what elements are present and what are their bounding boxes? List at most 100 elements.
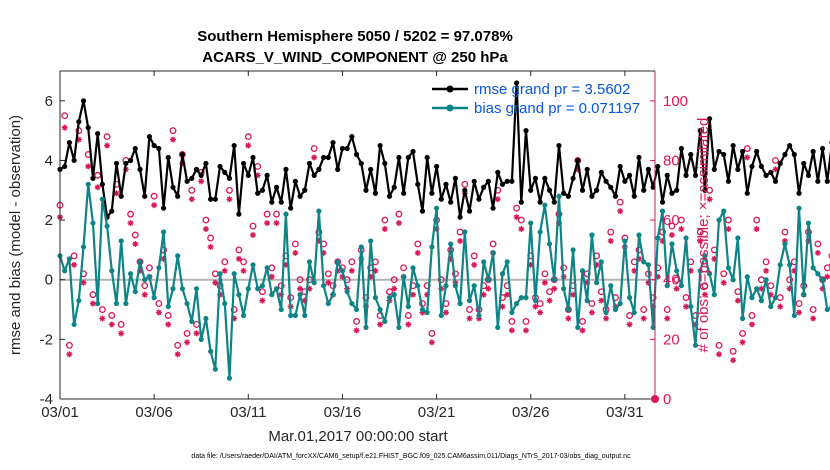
- obs-possible-marker: [263, 210, 271, 218]
- rmse-point: [363, 187, 369, 193]
- obs-assimilated-marker: [570, 291, 577, 298]
- obs-assimilated-marker: [447, 255, 454, 262]
- rmse-point: [805, 172, 812, 178]
- rmse-point: [735, 166, 741, 172]
- obs-possible-marker: [404, 312, 412, 319]
- x-tick-label: 03/01: [41, 404, 79, 421]
- bias-point: [236, 292, 242, 298]
- bias-point: [306, 259, 313, 265]
- bias-point: [575, 324, 581, 331]
- bias-point: [99, 196, 105, 202]
- rmse-point: [438, 196, 444, 202]
- bias-point: [452, 283, 459, 289]
- legend: rmse grand pr = 3.5602 bias grand pr = 0…: [432, 81, 640, 117]
- obs-possible-marker: [546, 288, 554, 296]
- obs-possible-marker: [668, 222, 676, 230]
- bias-point: [754, 286, 760, 292]
- bias-point: [471, 283, 477, 289]
- bias-point: [777, 262, 783, 268]
- x-tick-label: 03/06: [135, 404, 173, 421]
- obs-possible-marker: [470, 252, 478, 260]
- rmse-point: [193, 166, 200, 172]
- obs-possible-marker: [757, 276, 765, 284]
- rmse-point: [556, 142, 562, 149]
- bias-point: [499, 271, 506, 277]
- bias-point: [481, 259, 487, 265]
- bias-point: [377, 306, 383, 313]
- obs-possible-marker: [202, 216, 210, 224]
- bias-point: [476, 312, 482, 319]
- bias-point: [109, 268, 115, 274]
- rmse-point: [669, 190, 675, 196]
- obs-possible-marker: [108, 312, 116, 319]
- bias-point: [702, 253, 708, 259]
- rmse-point: [636, 154, 642, 161]
- rmse-point: [335, 166, 341, 172]
- obs-possible-marker: [748, 312, 756, 319]
- bias-point: [128, 271, 134, 277]
- obs-possible-marker: [174, 341, 182, 349]
- rmse-point: [222, 169, 228, 175]
- obs-assimilated-marker: [94, 184, 101, 191]
- rmse-point: [429, 190, 435, 196]
- obs-possible-marker: [207, 234, 215, 242]
- bias-point: [156, 265, 162, 271]
- rmse-point: [377, 142, 383, 149]
- obs-assimilated-marker: [325, 279, 332, 286]
- bias-point: [66, 256, 73, 262]
- bias-point: [424, 309, 430, 316]
- bias-point: [749, 295, 755, 301]
- bias-point: [688, 303, 694, 310]
- rmse-point: [165, 154, 171, 161]
- obs-possible-marker: [640, 306, 648, 313]
- left-y-ticks: -4 -2 0 2 4 6: [40, 93, 65, 408]
- obs-possible-marker: [353, 318, 361, 325]
- obs-possible-marker: [508, 318, 516, 325]
- x-axis-label: Mar.01,2017 00:00:00 start: [268, 428, 448, 445]
- y-tick-label: -4: [40, 391, 53, 408]
- rmse-point: [311, 172, 317, 178]
- rmse-point: [575, 157, 581, 164]
- obs-possible-marker: [273, 210, 280, 218]
- obs-assimilated-marker: [89, 300, 96, 307]
- obs-possible-marker: [823, 264, 830, 272]
- obs-assimilated-marker: [640, 315, 647, 322]
- rmse-point: [198, 172, 204, 178]
- rmse-point: [518, 199, 524, 205]
- bias-point: [674, 268, 680, 274]
- rmse-point: [179, 151, 185, 158]
- obs-assimilated-marker: [391, 285, 398, 292]
- bias-point: [504, 259, 510, 265]
- bias-point: [579, 268, 586, 274]
- obs-possible-marker: [188, 186, 196, 194]
- obs-possible-marker: [739, 329, 747, 337]
- bias-point: [537, 229, 543, 235]
- rmse-point: [504, 178, 510, 184]
- rmse-point: [433, 163, 440, 170]
- bias-point: [415, 283, 421, 289]
- bias-point: [810, 265, 816, 271]
- rmse-point: [674, 187, 680, 193]
- obs-assimilated-marker: [348, 267, 355, 274]
- rmse-point: [255, 190, 261, 196]
- obs-possible-marker: [437, 276, 445, 284]
- bias-point: [735, 235, 741, 241]
- obs-assimilated-marker: [85, 163, 92, 170]
- bias-point: [358, 244, 364, 250]
- bias-point: [631, 309, 637, 316]
- bias-point: [772, 295, 779, 301]
- obs-assimilated-marker: [315, 237, 322, 244]
- rmse-point: [151, 142, 157, 149]
- bias-point: [819, 277, 826, 283]
- bias-point: [608, 283, 614, 289]
- rmse-point: [514, 80, 520, 86]
- bias-point: [443, 283, 449, 289]
- right-y-ticks: 0 20 40 60 80 100: [650, 93, 688, 408]
- obs-possible-marker: [729, 347, 737, 355]
- bias-point: [589, 232, 595, 238]
- obs-assimilated-marker: [593, 261, 600, 268]
- bias-point: [184, 300, 190, 307]
- bias-point: [146, 274, 153, 280]
- obs-assimilated-marker: [598, 297, 605, 304]
- rmse-point: [316, 166, 322, 172]
